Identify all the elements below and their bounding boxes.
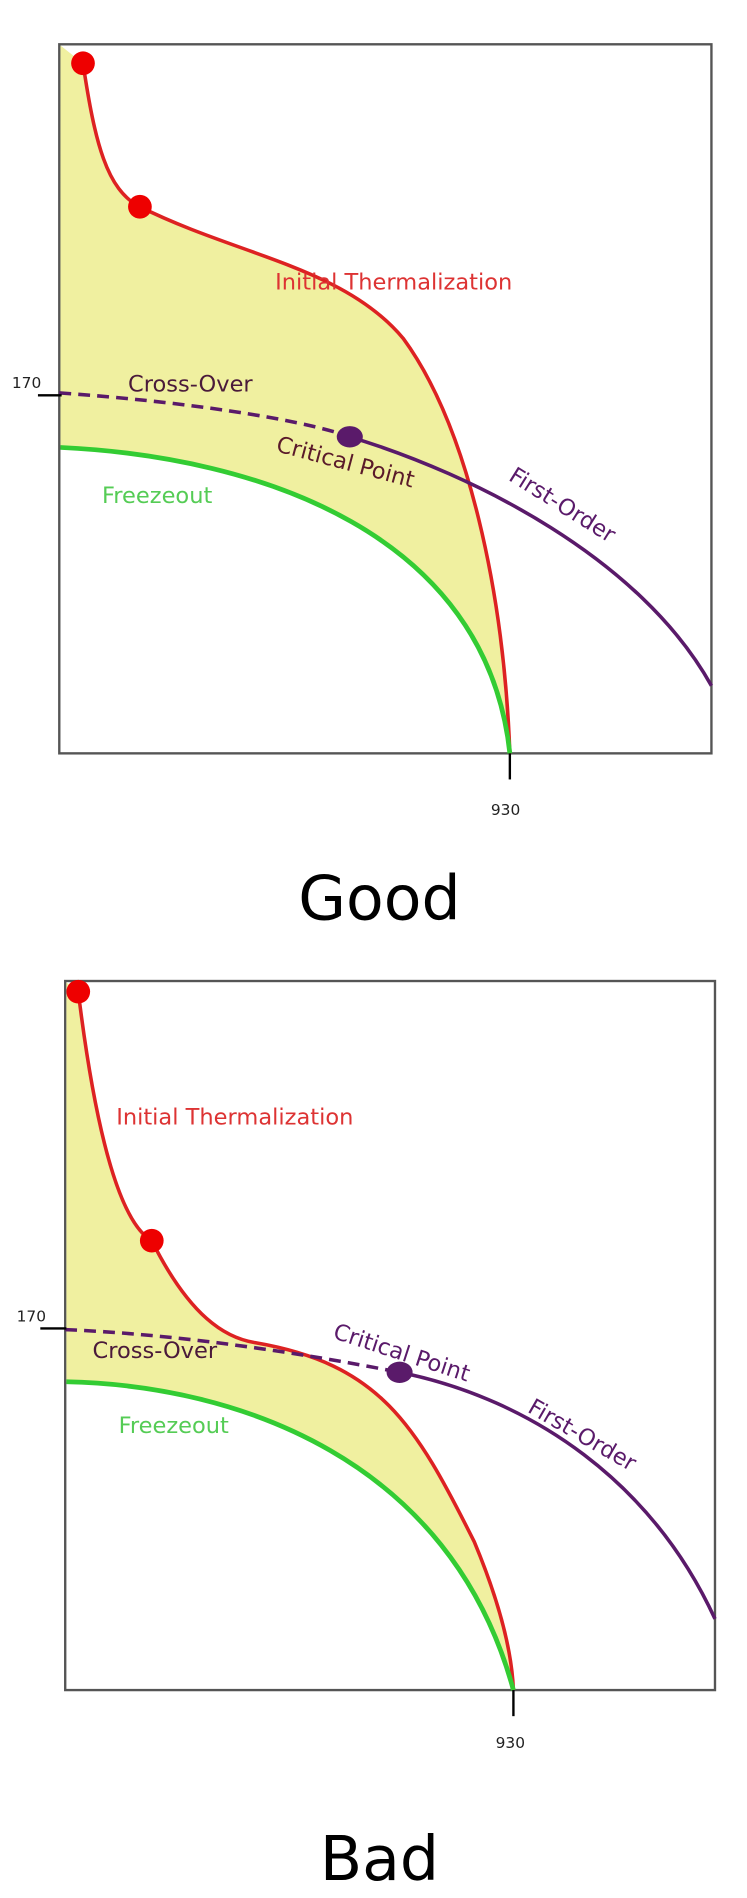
panel-good: 170 930 Initial Thermalization Cross-Ove… [12, 43, 713, 934]
initial-curve [76, 991, 516, 1691]
first-order-curve [349, 435, 713, 687]
label: Freezeout [119, 1413, 229, 1439]
freezeout-curve [60, 445, 513, 754]
y-tick: 170 [12, 374, 41, 392]
y-tick: 170 [17, 1307, 46, 1325]
point [66, 979, 91, 1004]
freezeout-curve [66, 1379, 516, 1691]
caption: Good [298, 862, 460, 934]
critical-point [386, 1361, 413, 1383]
crossover-curve [65, 1327, 400, 1375]
label: Initial Thermalization [275, 270, 512, 296]
x-tick: 930 [491, 801, 520, 819]
label: Initial Thermalization [116, 1104, 353, 1130]
first-order-curve [399, 1370, 717, 1620]
initial-curve [81, 63, 512, 754]
point [139, 1228, 164, 1253]
point [128, 194, 152, 219]
region [66, 982, 514, 1691]
x-tick: 930 [496, 1734, 525, 1752]
label: Cross-Over [128, 372, 253, 398]
point [71, 51, 95, 76]
label: Freezeout [102, 483, 212, 509]
panel-bad: 170 930 Initial Thermalization Cross-Ove… [17, 979, 717, 1895]
label: Cross-Over [92, 1338, 217, 1364]
caption: Bad [320, 1823, 439, 1895]
critical-point [336, 426, 363, 448]
crossover-curve [59, 391, 351, 439]
